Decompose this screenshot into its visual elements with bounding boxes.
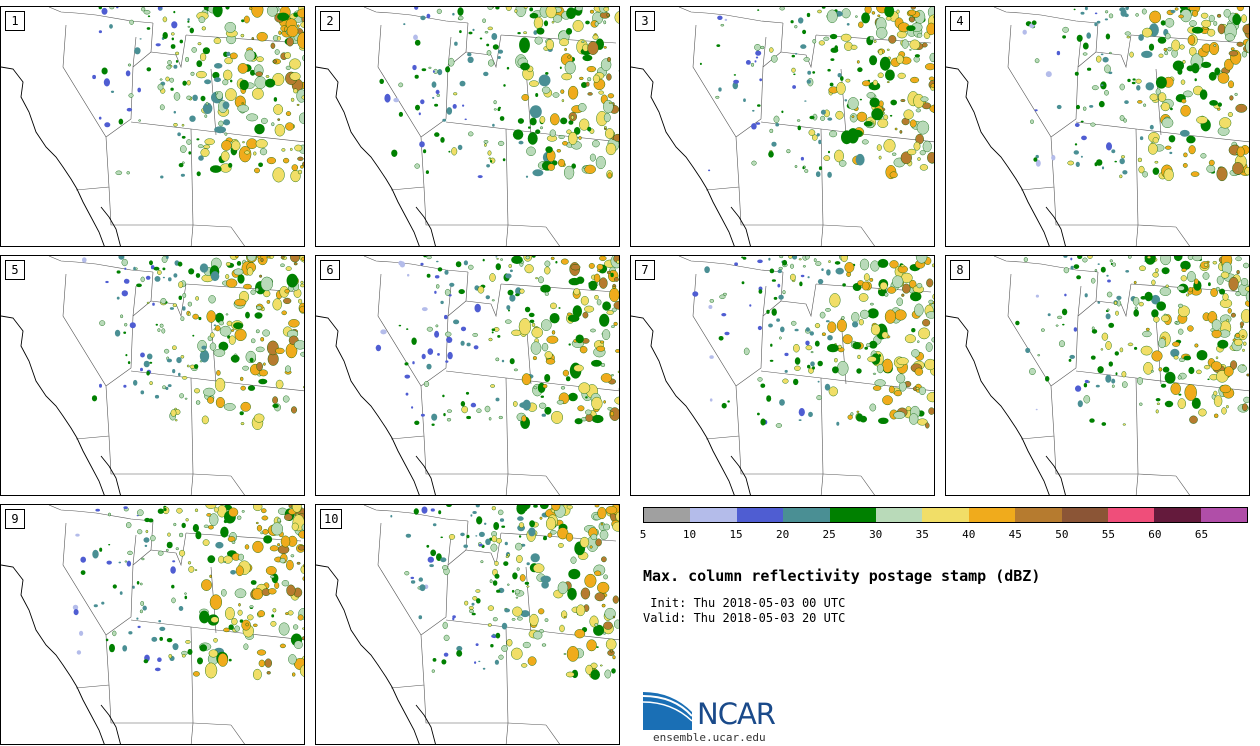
reflectivity-map <box>316 7 619 246</box>
ensemble-member-panel: 1 <box>0 6 305 247</box>
colorbar-tick-label: 10 <box>682 528 697 541</box>
colorbar-segment <box>829 508 876 522</box>
colorbar-segment <box>875 508 923 522</box>
ensemble-member-panel: 5 <box>0 255 305 496</box>
colorbar-segment <box>1061 508 1108 522</box>
member-number-label: 10 <box>320 509 343 529</box>
ensemble-member-panel: 6 <box>315 255 620 496</box>
coastline <box>316 564 436 744</box>
ncar-logo-icon <box>642 692 693 730</box>
reflectivity-cells <box>72 505 304 681</box>
coastline <box>946 66 1066 246</box>
reflectivity-cells <box>92 7 304 183</box>
reflectivity-cells <box>1015 256 1249 426</box>
colorbar-tick-label: 15 <box>729 528 743 541</box>
reflectivity-cells <box>390 505 619 680</box>
ensemble-member-panel: 3 <box>630 6 935 247</box>
colorbar-segment <box>1107 508 1155 522</box>
reflectivity-map <box>631 256 934 495</box>
coastline <box>1 564 121 744</box>
member-number-label: 8 <box>950 260 970 280</box>
member-number-label: 2 <box>320 11 340 31</box>
reflectivity-cells <box>699 7 934 180</box>
reflectivity-map <box>1 505 304 744</box>
colorbar-segment <box>1015 508 1062 522</box>
reflectivity-cells <box>82 256 304 430</box>
ensemble-member-panel: 7 <box>630 255 935 496</box>
colorbar-segment <box>736 508 784 522</box>
ensemble-member-panel: 9 <box>0 504 305 745</box>
reflectivity-cells <box>1022 7 1249 182</box>
reflectivity-map <box>1 256 304 495</box>
colorbar-tick-label: 5 <box>639 528 647 541</box>
colorbar-segment <box>783 508 830 522</box>
member-number-label: 6 <box>320 260 340 280</box>
colorbar-segment <box>644 508 691 522</box>
coastline <box>316 66 436 246</box>
coastline <box>631 315 751 495</box>
reflectivity-map <box>316 505 619 744</box>
colorbar-segment <box>1154 508 1201 522</box>
reflectivity-cells <box>375 256 619 429</box>
colorbar-tick-label: 35 <box>915 528 929 541</box>
colorbar-tick-label: 55 <box>1101 528 1115 541</box>
state-borders <box>993 256 1249 495</box>
member-number-label: 1 <box>5 11 25 31</box>
coastline <box>946 315 1066 495</box>
ensemble-member-panel: 10 <box>315 504 620 745</box>
coastline <box>631 66 751 246</box>
member-number-label: 5 <box>5 260 25 280</box>
reflectivity-colorbar <box>643 507 1248 523</box>
reflectivity-cells <box>692 256 934 429</box>
colorbar-tick-label: 45 <box>1008 528 1022 541</box>
ensemble-member-panel: 4 <box>945 6 1250 247</box>
init-time: Init: Thu 2018-05-03 00 UTC <box>643 596 846 610</box>
coastline <box>1 315 121 495</box>
member-number-label: 4 <box>950 11 970 31</box>
member-number-label: 9 <box>5 509 25 529</box>
figure-title: Max. column reflectivity postage stamp (… <box>643 567 1041 585</box>
colorbar-tick-label: 65 <box>1194 528 1209 541</box>
reflectivity-map <box>946 7 1249 246</box>
website-url: ensemble.ucar.edu <box>653 731 766 744</box>
colorbar-segment <box>922 508 969 522</box>
reflectivity-map <box>946 256 1249 495</box>
valid-time: Valid: Thu 2018-05-03 20 UTC <box>643 611 846 625</box>
colorbar-ticks: 5 10 15 20 25 30 35 40 45 50 55 60 65 <box>639 528 1248 542</box>
reflectivity-cells <box>379 7 619 180</box>
colorbar-segment <box>968 508 1016 522</box>
colorbar-tick-label: 60 <box>1148 528 1162 541</box>
member-number-label: 3 <box>635 11 655 31</box>
ensemble-member-panel: 8 <box>945 255 1250 496</box>
ensemble-member-panel: 2 <box>315 6 620 247</box>
reflectivity-map <box>631 7 934 246</box>
colorbar-tick-label: 30 <box>869 528 883 541</box>
colorbar-tick-label: 50 <box>1055 528 1069 541</box>
ncar-logo-text: NCAR <box>697 697 776 731</box>
member-number-label: 7 <box>635 260 655 280</box>
colorbar-tick-label: 25 <box>822 528 836 541</box>
colorbar-segment <box>690 508 737 522</box>
colorbar-tick-label: 20 <box>775 528 790 541</box>
reflectivity-map <box>316 256 619 495</box>
reflectivity-map <box>1 7 304 246</box>
colorbar-segment <box>1200 508 1248 522</box>
colorbar-tick-label: 40 <box>962 528 976 541</box>
coastline <box>316 315 436 495</box>
coastline <box>1 66 121 246</box>
